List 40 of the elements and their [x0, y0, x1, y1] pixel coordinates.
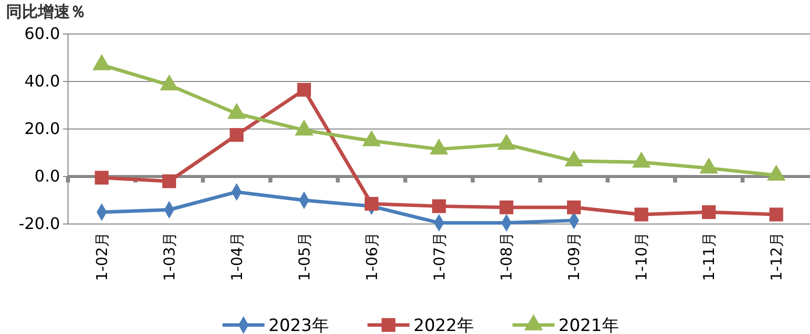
point [160, 74, 178, 90]
point [364, 196, 378, 211]
point [500, 200, 514, 214]
x-tick-label: 1-11月 [700, 232, 718, 282]
y-tick-label: 40.0 [24, 72, 60, 91]
x-tick-label: 1-12月 [768, 232, 786, 282]
x-tick-label: 1-08月 [498, 232, 516, 282]
y-tick-label: 60.0 [24, 24, 60, 44]
legend-label: 2022年 [414, 316, 474, 334]
point [227, 102, 246, 119]
point [162, 174, 176, 188]
x-tick-label: 1-02月 [92, 232, 111, 282]
point [766, 164, 786, 181]
point [702, 205, 716, 220]
x-tick-label: 1-09月 [565, 232, 584, 282]
point [567, 200, 581, 214]
y-tick-label: 20.0 [24, 119, 60, 138]
point [769, 208, 784, 222]
point [94, 170, 109, 185]
point [430, 138, 448, 155]
point [700, 157, 718, 174]
point [92, 54, 112, 70]
point [632, 152, 651, 168]
legend-label: 2023年 [268, 316, 329, 334]
y-tick-label: -20.0 [18, 214, 60, 234]
point [432, 199, 446, 214]
point [294, 119, 314, 136]
point [497, 134, 516, 150]
x-tick-label: 1-04月 [228, 232, 246, 282]
x-tick-label: 1-07月 [430, 232, 448, 282]
legend-label: 2021年 [558, 316, 619, 334]
point [564, 150, 584, 166]
x-tick-label: 1-06月 [362, 232, 381, 282]
point [362, 130, 381, 146]
y-tick-label: 0.0 [34, 166, 60, 186]
point [634, 208, 648, 222]
chart-title: 同比增速％ [6, 2, 86, 21]
x-tick-label: 1-05月 [295, 232, 314, 282]
x-tick-label: 1-03月 [160, 232, 178, 282]
x-tick-label: 1-10月 [632, 232, 651, 282]
